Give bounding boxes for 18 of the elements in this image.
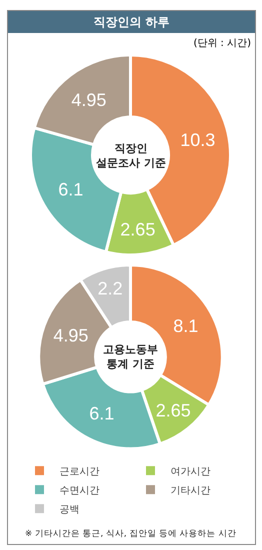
chart-subtitle: (단위 : 시간) [192,37,252,50]
data-label: 10.3 [180,130,216,150]
legend-label: 공백 [60,504,80,516]
legend-label: 근로시간 [60,466,100,478]
text: 직장인 설문조사 기준 [95,142,166,170]
chart-title: 직장인의 하루 [8,11,255,33]
text: ※ 기타시간은 통근, 식사, 집안일 등에 사용하는 시간 [25,529,236,539]
data-label: 4.95 [71,90,106,110]
data-label: 6.1 [58,180,84,200]
legend-label: 기타시간 [170,486,210,496]
data-label: 4.95 [53,325,88,346]
data-label: 8.1 [173,316,198,336]
data-label: 2.65 [120,219,156,240]
data-label: 2.65 [156,400,191,420]
legend-label: 수면시간 [60,486,100,496]
text: 고용노동부 통계 기준 [103,343,158,370]
legend-label: 여가시간 [170,466,210,478]
data-label: 6.1 [89,403,114,424]
